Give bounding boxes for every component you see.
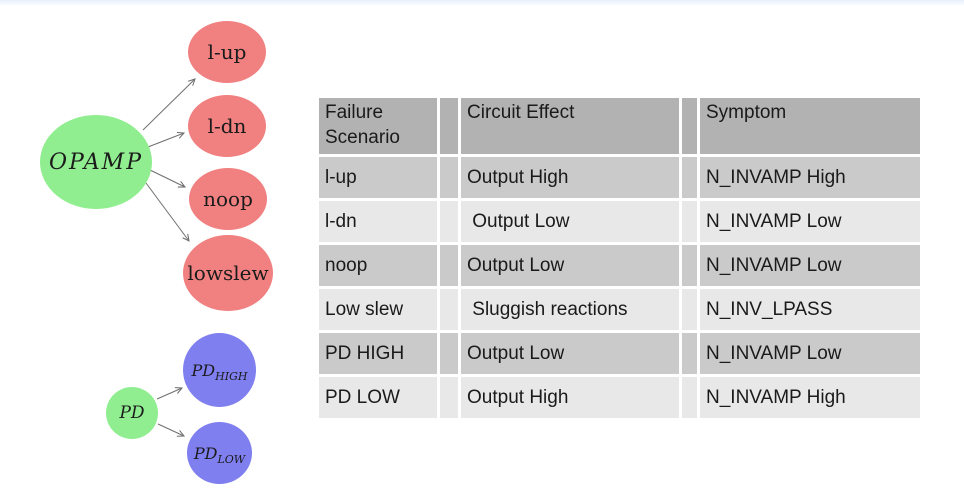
failure-scenario-table: Failure Scenario Circuit Effect Symptom … xyxy=(316,95,923,421)
node-pd-label: PD xyxy=(119,403,145,423)
table-row: Low slew Sluggish reactions N_INV_LPASS xyxy=(319,289,920,330)
node-l-up: l-up xyxy=(188,21,266,83)
diagram-arrows xyxy=(142,0,312,492)
node-pd-low-label: PDLOW xyxy=(193,443,246,466)
cell-spacer xyxy=(440,333,458,374)
cell-symptom: N_INVAMP Low xyxy=(700,245,920,286)
header-circuit-effect: Circuit Effect xyxy=(461,98,679,154)
arrow-pd-to-pdhigh xyxy=(156,388,182,400)
cell-symptom: N_INVAMP High xyxy=(700,377,920,418)
cell-circuit-effect: Sluggish reactions xyxy=(461,289,679,330)
cell-circuit-effect: Output Low xyxy=(461,333,679,374)
cell-symptom: N_INVAMP Low xyxy=(700,201,920,242)
cell-circuit-effect: Output Low xyxy=(461,245,679,286)
cell-spacer xyxy=(682,333,697,374)
header-spacer-1 xyxy=(440,98,458,154)
node-opamp-label: OPAMP xyxy=(48,149,144,175)
cell-spacer xyxy=(682,289,697,330)
cell-spacer xyxy=(440,201,458,242)
arrow-opamp-to-ldn xyxy=(147,133,184,148)
cell-failure-scenario: PD LOW xyxy=(319,377,437,418)
cell-failure-scenario: PD HIGH xyxy=(319,333,437,374)
node-lowslew: lowslew xyxy=(183,235,273,311)
cell-failure-scenario: Low slew xyxy=(319,289,437,330)
cell-spacer xyxy=(440,157,458,198)
node-noop-label: noop xyxy=(203,187,253,211)
cell-failure-scenario: l-dn xyxy=(319,201,437,242)
cell-failure-scenario: l-up xyxy=(319,157,437,198)
header-failure-scenario: Failure Scenario xyxy=(319,98,437,154)
node-l-dn-label: l-dn xyxy=(207,114,247,138)
cell-spacer xyxy=(440,245,458,286)
node-noop: noop xyxy=(189,168,267,230)
node-pd-high-label: PDHIGH xyxy=(191,360,248,383)
header-symptom: Symptom xyxy=(700,98,920,154)
node-pd: PD xyxy=(106,387,158,439)
node-opamp: OPAMP xyxy=(40,115,152,209)
table-row: l-dn Output Low N_INVAMP Low xyxy=(319,201,920,242)
node-lowslew-label: lowslew xyxy=(187,261,269,285)
table-row: PD HIGH Output Low N_INVAMP Low xyxy=(319,333,920,374)
arrow-opamp-to-lowslew xyxy=(145,182,189,241)
cell-symptom: N_INVAMP High xyxy=(700,157,920,198)
node-pd-high: PDHIGH xyxy=(183,333,256,407)
cell-spacer xyxy=(682,201,697,242)
arrow-opamp-to-lup xyxy=(142,79,195,131)
node-l-up-label: l-up xyxy=(207,40,247,64)
cell-spacer xyxy=(440,377,458,418)
arrow-pd-to-pdlow xyxy=(157,423,184,436)
cell-circuit-effect: Output Low xyxy=(461,201,679,242)
top-edge-highlight xyxy=(0,0,964,6)
fault-tree-diagram: OPAMP l-up l-dn noop lowslew PD PDHIGH P… xyxy=(0,0,312,492)
cell-spacer xyxy=(682,245,697,286)
header-spacer-2 xyxy=(682,98,697,154)
cell-failure-scenario: noop xyxy=(319,245,437,286)
table-header-row: Failure Scenario Circuit Effect Symptom xyxy=(319,98,920,154)
arrow-opamp-to-noop xyxy=(149,169,185,187)
table-row: noop Output Low N_INVAMP Low xyxy=(319,245,920,286)
cell-symptom: N_INVAMP Low xyxy=(700,333,920,374)
table-row: l-up Output High N_INVAMP High xyxy=(319,157,920,198)
node-pd-low: PDLOW xyxy=(187,422,252,484)
table-row: PD LOW Output High N_INVAMP High xyxy=(319,377,920,418)
cell-symptom: N_INV_LPASS xyxy=(700,289,920,330)
cell-spacer xyxy=(682,157,697,198)
node-l-dn: l-dn xyxy=(188,95,266,157)
cell-circuit-effect: Output High xyxy=(461,157,679,198)
cell-circuit-effect: Output High xyxy=(461,377,679,418)
cell-spacer xyxy=(440,289,458,330)
cell-spacer xyxy=(682,377,697,418)
